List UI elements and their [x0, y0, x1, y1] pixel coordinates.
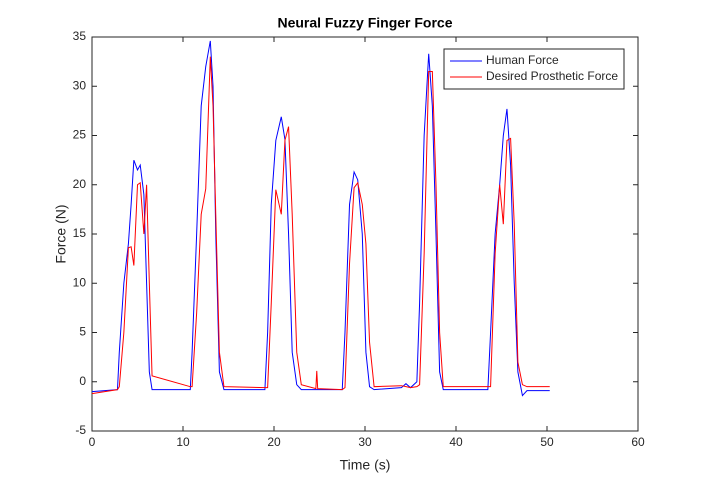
x-axis-label: Time (s)	[340, 457, 391, 473]
y-tick-label: 0	[79, 374, 86, 388]
y-tick-label: 5	[79, 325, 86, 339]
data-line	[91, 56, 550, 395]
chart-title: Neural Fuzzy Finger Force	[277, 15, 452, 31]
x-tick-label: 20	[267, 435, 281, 449]
x-tick-label: 40	[449, 435, 463, 449]
y-tick-label: 10	[73, 275, 87, 289]
x-tick-label: 10	[176, 435, 190, 449]
y-tick-label: 15	[73, 226, 87, 240]
x-tick-label: 0	[89, 435, 96, 449]
y-tick-label: 35	[73, 29, 87, 43]
data-line	[91, 40, 550, 397]
x-tick-label: 50	[540, 435, 554, 449]
plot-frame	[91, 36, 639, 432]
legend-label: Human Force	[486, 53, 559, 67]
y-tick-label: 20	[73, 177, 87, 191]
legend-box	[443, 48, 625, 90]
y-axis-label: Force (N)	[53, 204, 69, 263]
x-tick-label: 30	[358, 435, 372, 449]
y-tick-label: 25	[73, 128, 87, 142]
x-tick-label: 60	[631, 435, 645, 449]
y-tick-label: -5	[75, 423, 86, 437]
legend-label: Desired Prosthetic Force	[486, 69, 618, 83]
y-tick-label: 30	[73, 78, 87, 92]
